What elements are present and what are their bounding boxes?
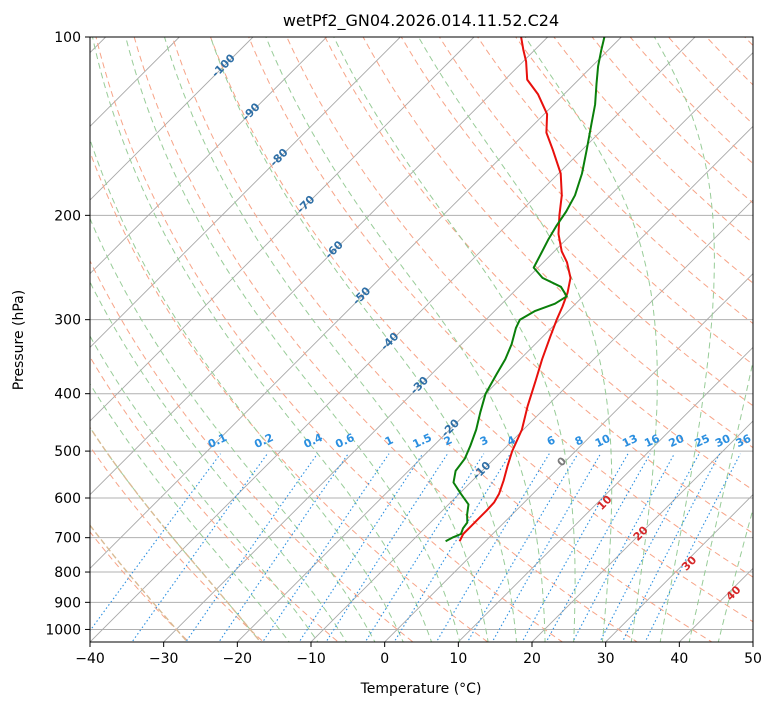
y-tick-label: 500 — [54, 444, 81, 460]
mixing-ratio-line — [262, 453, 390, 642]
moist-adiabat-line — [688, 359, 753, 642]
isotherm-line — [90, 37, 548, 496]
dry-adiabat-line — [171, 37, 713, 642]
mixing-ratio-line — [466, 453, 579, 642]
mixing-ratio-line — [599, 453, 700, 642]
moist-adiabat-line — [90, 280, 348, 642]
x-tick-label: 50 — [744, 651, 762, 667]
y-tick-label: 400 — [54, 387, 81, 403]
mixing-ratio-label: 16 — [642, 432, 662, 450]
isotherm-line — [90, 37, 254, 201]
mixing-ratio-line — [491, 453, 602, 642]
temperature-profile-line — [458, 37, 572, 542]
dry-adiabat-line — [477, 37, 753, 325]
isotherm-line — [458, 346, 753, 642]
moist-adiabat-line — [524, 37, 658, 642]
moist-adiabat-line — [210, 37, 518, 642]
moist-adiabat-line — [125, 37, 461, 642]
moist-adiabat-line — [653, 37, 715, 642]
x-tick-label: −40 — [75, 651, 105, 667]
isotherm-line — [90, 37, 401, 348]
x-tick-label: 30 — [597, 651, 615, 667]
background-lines — [90, 37, 753, 642]
x-tick-label: −30 — [149, 651, 179, 667]
wetbulb-potential-line — [90, 426, 262, 642]
plot-frame — [89, 36, 754, 643]
dry-adiabat-line — [90, 355, 340, 642]
mixing-ratio-line — [218, 453, 349, 642]
dry-adiabat-line — [95, 37, 564, 642]
mixing-ratio-line — [435, 453, 550, 642]
isotherm-line — [384, 273, 753, 642]
moist-adiabat-line — [90, 217, 376, 642]
isotherm-line — [531, 420, 753, 642]
x-tick-label: 20 — [523, 651, 541, 667]
mixing-ratio-line — [131, 453, 268, 642]
isotherm-line — [310, 199, 753, 642]
dry-adiabat-line — [90, 150, 489, 642]
moist-adiabat-line — [90, 335, 319, 642]
y-tick-label: 600 — [54, 491, 81, 507]
isotherm-line — [163, 52, 753, 642]
mixing-ratio-line — [393, 453, 511, 642]
dewpoint-profile-line — [445, 37, 606, 543]
x-tick-label: 0 — [380, 651, 389, 667]
mixing-ratio-label: 10 — [593, 432, 613, 450]
y-tick-label: 200 — [54, 208, 81, 224]
mixing-ratio-label: 30 — [713, 432, 733, 450]
dry-adiabat-line — [210, 37, 753, 623]
moist-adiabat-line — [418, 37, 613, 642]
dry-adiabat-line — [629, 37, 753, 165]
moist-adiabat-line — [92, 37, 433, 642]
dry-adiabat-line — [324, 37, 753, 491]
x-axis-label: Temperature (°C) — [360, 681, 482, 697]
mixing-ratio-line — [90, 453, 221, 632]
x-axis: −40 −30 −20 −10 0 10 20 30 40 50 — [75, 642, 762, 667]
y-tick-label: 100 — [54, 30, 81, 46]
x-tick-label: 40 — [670, 651, 688, 667]
chart-title: wetPf2_GN04.2026.014.11.52.C24 — [283, 11, 559, 31]
mixing-ratio-label: 13 — [620, 432, 639, 450]
mixing-ratio-line — [621, 453, 721, 642]
moist-adiabat-line — [90, 383, 290, 642]
y-tick-label: 700 — [54, 531, 81, 547]
dry-adiabat-line — [286, 37, 753, 534]
moist-adiabat-line — [333, 37, 576, 642]
dry-adiabat-line — [591, 37, 753, 204]
wetbulb-potential-line — [90, 524, 189, 642]
isotherm-line — [605, 494, 753, 642]
dry-adiabat-line — [362, 37, 753, 449]
y-tick-label: 800 — [54, 565, 81, 581]
y-tick-label: 300 — [54, 313, 81, 329]
dry-adiabat-line — [133, 37, 639, 642]
mixing-ratio-label: 25 — [692, 432, 711, 450]
x-tick-label: −10 — [296, 651, 326, 667]
mixing-ratio-line — [185, 453, 318, 642]
y-tick-label: 1000 — [45, 622, 81, 638]
isotherm-line — [90, 37, 622, 569]
moist-adiabat-line — [90, 137, 404, 642]
mixing-ratio-label: 20 — [667, 432, 687, 450]
y-axis-label: Pressure (hPa) — [11, 290, 27, 390]
dry-adiabat-line — [438, 37, 753, 366]
moist-adiabat-line — [265, 37, 546, 642]
x-tick-label: −20 — [223, 651, 253, 667]
isotherm-line — [237, 125, 753, 642]
x-tick-label: 10 — [449, 651, 467, 667]
mixing-ratio-line — [364, 453, 485, 642]
y-tick-label: 900 — [54, 595, 81, 611]
mixing-ratio-label: 36 — [734, 432, 754, 450]
mixing-ratio-line — [572, 453, 675, 642]
isotherm-line — [90, 37, 327, 275]
moist-adiabat-line — [717, 507, 753, 642]
y-axis: 100 200 300 400 500 600 700 800 900 1000 — [45, 30, 90, 638]
profile-series — [445, 37, 606, 543]
moist-adiabat-line — [164, 37, 489, 642]
mixing-ratio-line — [644, 453, 741, 642]
isotherm-line — [90, 37, 475, 422]
dry-adiabat-line — [90, 531, 190, 642]
isotherm-line — [90, 37, 696, 642]
